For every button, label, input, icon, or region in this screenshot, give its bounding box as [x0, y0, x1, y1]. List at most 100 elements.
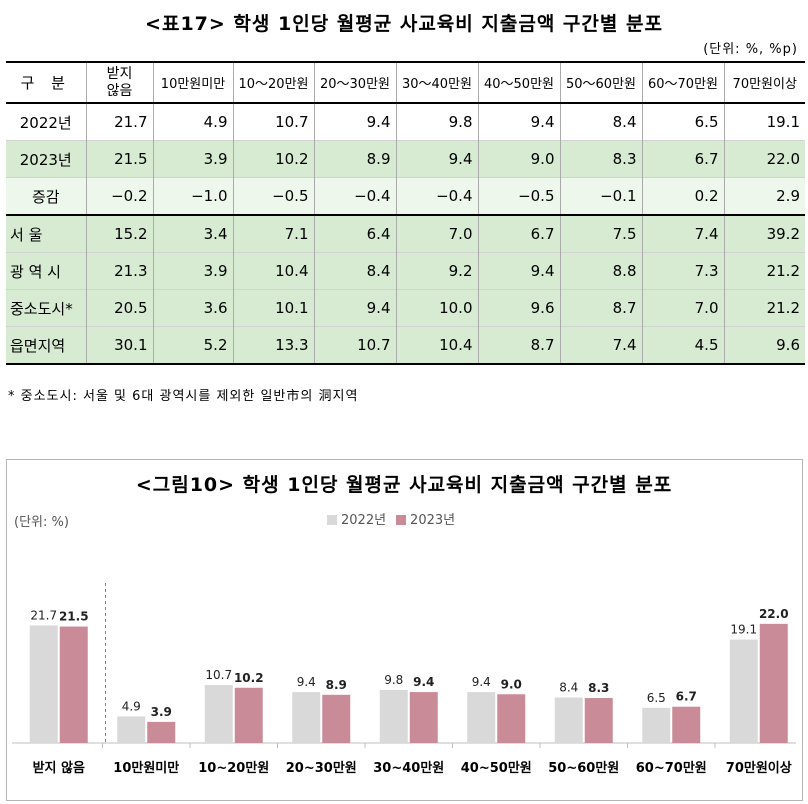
header-cell: 60～70만원: [641, 61, 724, 104]
row-label: 2022년: [6, 102, 86, 141]
table-cell: 9.4: [313, 289, 396, 327]
bar-2023년: [59, 626, 88, 743]
table-cell: 5.2: [152, 326, 233, 365]
table-cell: 9.6: [723, 326, 805, 365]
legend-label: 2022년: [341, 513, 387, 528]
bar-2022년: [467, 692, 496, 743]
table-header-row: 구 분 받지 않음 10만원미만 10～20만원 20～30만원 30～40만원…: [6, 61, 805, 104]
bar-2022년: [117, 716, 146, 743]
data-label: 9.4: [413, 675, 434, 689]
data-label: 8.9: [326, 678, 347, 692]
data-label: 21.5: [59, 610, 89, 624]
table-row: 중소도시* 20.5 3.6 10.1 9.4 10.0 9.6 8.7 7.0 21.2: [6, 289, 805, 327]
table-cell: 10.4: [395, 326, 478, 365]
table-cell: −0.2: [85, 177, 153, 216]
table-cell: 6.4: [313, 214, 396, 253]
table-cell: 8.9: [313, 140, 396, 178]
table-cell: −0.4: [313, 177, 396, 216]
bar-2022년: [204, 685, 233, 743]
table-cell: 10.2: [232, 140, 314, 178]
legend-swatch: [396, 515, 407, 525]
chart-legend: 2022년 2023년: [327, 509, 455, 528]
table-cell: 9.2: [395, 252, 478, 290]
legend-item-2023: 2023년: [396, 509, 455, 528]
table-cell: 6.5: [641, 102, 724, 141]
header-cell: 10만원미만: [152, 61, 233, 104]
table-cell: 9.8: [395, 102, 478, 141]
header-cell: 받지 않음: [85, 61, 153, 104]
data-label: 6.7: [676, 690, 697, 704]
table-cell: 7.0: [395, 214, 478, 253]
data-label: 21.7: [30, 608, 57, 622]
table-cell: 2.9: [723, 177, 805, 216]
row-label: 광 역 시: [6, 252, 86, 290]
table-cell: −1.0: [152, 177, 233, 216]
bar-2023년: [409, 692, 438, 743]
table-row: 서 울 15.2 3.4 7.1 6.4 7.0 6.7 7.5 7.4 39.2: [6, 214, 805, 253]
data-label: 10.7: [205, 668, 232, 682]
data-label: 6.5: [647, 691, 666, 705]
header-cell: 20～30만원: [313, 61, 396, 104]
table-cell: 9.4: [477, 102, 560, 141]
table-cell: 6.7: [477, 214, 560, 253]
chart-frame: [6, 459, 803, 801]
table-cell: 10.0: [395, 289, 478, 327]
row-label: 읍면지역: [6, 326, 86, 365]
data-label: 8.3: [588, 681, 609, 695]
table-cell: 10.4: [232, 252, 314, 290]
table-cell: 3.4: [152, 214, 233, 253]
bar-2023년: [759, 623, 788, 743]
category-label: 70만원이상: [726, 760, 792, 776]
data-label: 22.0: [759, 607, 789, 621]
table-cell: 3.9: [152, 140, 233, 178]
table-cell: −0.1: [559, 177, 642, 216]
table-cell: 21.2: [723, 252, 805, 290]
table-cell: 8.7: [477, 326, 560, 365]
bar-2023년: [497, 694, 526, 743]
table-cell: 21.5: [85, 140, 153, 178]
table-cell: 9.6: [477, 289, 560, 327]
table-cell: 9.4: [477, 252, 560, 290]
category-label: 10만원미만: [113, 760, 179, 776]
row-label: 서 울: [6, 214, 86, 253]
table-cell: 4.9: [152, 102, 233, 141]
category-label: 50~60만원: [548, 760, 619, 776]
header-cell-text: 받지 않음: [106, 65, 133, 99]
table-cell: 7.3: [641, 252, 724, 290]
bar-2022년: [292, 692, 321, 743]
table-cell: 8.4: [559, 102, 642, 141]
bar-2023년: [672, 706, 701, 743]
table-cell: 7.4: [641, 214, 724, 253]
table-cell: 10.1: [232, 289, 314, 327]
data-label: 19.1: [730, 623, 757, 637]
table-row: 2023년 21.5 3.9 10.2 8.9 9.4 9.0 8.3 6.7 22.0: [6, 140, 805, 178]
table-cell: 20.5: [85, 289, 153, 327]
table-cell: 13.3: [232, 326, 314, 365]
table-cell: 21.3: [85, 252, 153, 290]
bar-2023년: [584, 698, 613, 743]
category-label: 60~70만원: [636, 760, 707, 776]
table-title: <표17> 학생 1인당 월평균 사교육비 지출금액 구간별 분포: [145, 13, 663, 35]
bar-2023년: [322, 694, 351, 743]
header-cell: 50～60만원: [559, 61, 642, 104]
header-cell: 구 분: [6, 61, 86, 104]
bar-2022년: [29, 625, 58, 743]
table-cell: 3.6: [152, 289, 233, 327]
header-cell: 10～20만원: [232, 61, 314, 104]
data-label: 9.4: [472, 675, 491, 689]
category-label: 40~50만원: [461, 760, 532, 776]
table-row: 증감 −0.2 −1.0 −0.5 −0.4 −0.4 −0.5 −0.1 0.2 2.9: [6, 177, 805, 216]
table-unit: (단위: %, %p): [703, 42, 798, 57]
table-row: 읍면지역 30.1 5.2 13.3 10.7 10.4 8.7 7.4 4.5 9.6: [6, 326, 805, 365]
chart-title: <그림10> 학생 1인당 월평균 사교육비 지출금액 구간별 분포: [135, 474, 673, 496]
category-label: 10~20만원: [198, 760, 269, 776]
table-cell: 21.7: [85, 102, 153, 141]
header-cell: 40～50만원: [477, 61, 560, 104]
category-label: 30~40만원: [373, 760, 444, 776]
data-label: 3.9: [151, 705, 172, 719]
bar-2022년: [379, 689, 408, 743]
table-cell: 0.2: [641, 177, 724, 216]
bar-2023년: [147, 721, 176, 743]
table-cell: 9.0: [477, 140, 560, 178]
header-cell: 30～40만원: [395, 61, 478, 104]
